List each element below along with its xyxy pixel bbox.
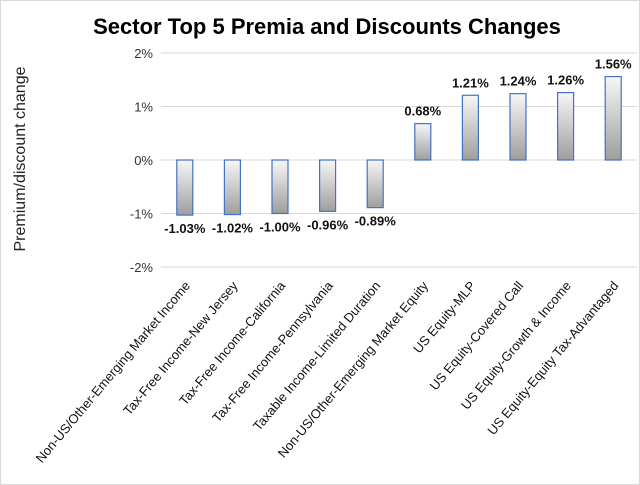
- data-label: -0.96%: [307, 217, 349, 232]
- y-tick-labels: 2% 1% 0% -1% -2%: [130, 46, 154, 275]
- data-label: 1.56%: [595, 57, 632, 72]
- y-tick-label: -2%: [130, 260, 154, 275]
- data-label: -1.00%: [259, 220, 301, 235]
- data-label: -1.02%: [212, 221, 254, 236]
- data-label: 1.26%: [547, 73, 584, 88]
- bar: [271, 159, 289, 215]
- data-label: 0.68%: [404, 104, 441, 119]
- bar: [366, 159, 384, 209]
- data-label: -0.89%: [355, 214, 397, 229]
- category-label: US Equity-Covered Call: [427, 278, 527, 393]
- data-labels: -1.03% -1.02% -1.00% -0.96% -0.89% 0.68% 1.21%…: [164, 57, 632, 237]
- data-label: 1.21%: [452, 75, 489, 90]
- bar: [319, 159, 337, 212]
- bar: [176, 159, 194, 216]
- y-tick-label: 1%: [134, 100, 153, 115]
- data-label: 1.24%: [500, 74, 537, 89]
- y-tick-label: 0%: [134, 153, 153, 168]
- bar: [556, 91, 575, 161]
- bar: [223, 159, 241, 216]
- bars: [176, 75, 622, 216]
- y-axis-label: Premium/discount change: [12, 66, 29, 251]
- y-tick-label: 2%: [134, 46, 153, 61]
- y-tick-label: -1%: [130, 207, 154, 222]
- data-label: -1.03%: [164, 221, 206, 236]
- bar: [604, 75, 622, 161]
- chart-title: Sector Top 5 Premia and Discounts Change…: [93, 14, 561, 39]
- bar: [461, 94, 479, 161]
- bar: [509, 93, 527, 161]
- bar: [414, 123, 432, 161]
- category-labels: Non-US/Other-Emerging Market IncomeTax-F…: [33, 278, 622, 466]
